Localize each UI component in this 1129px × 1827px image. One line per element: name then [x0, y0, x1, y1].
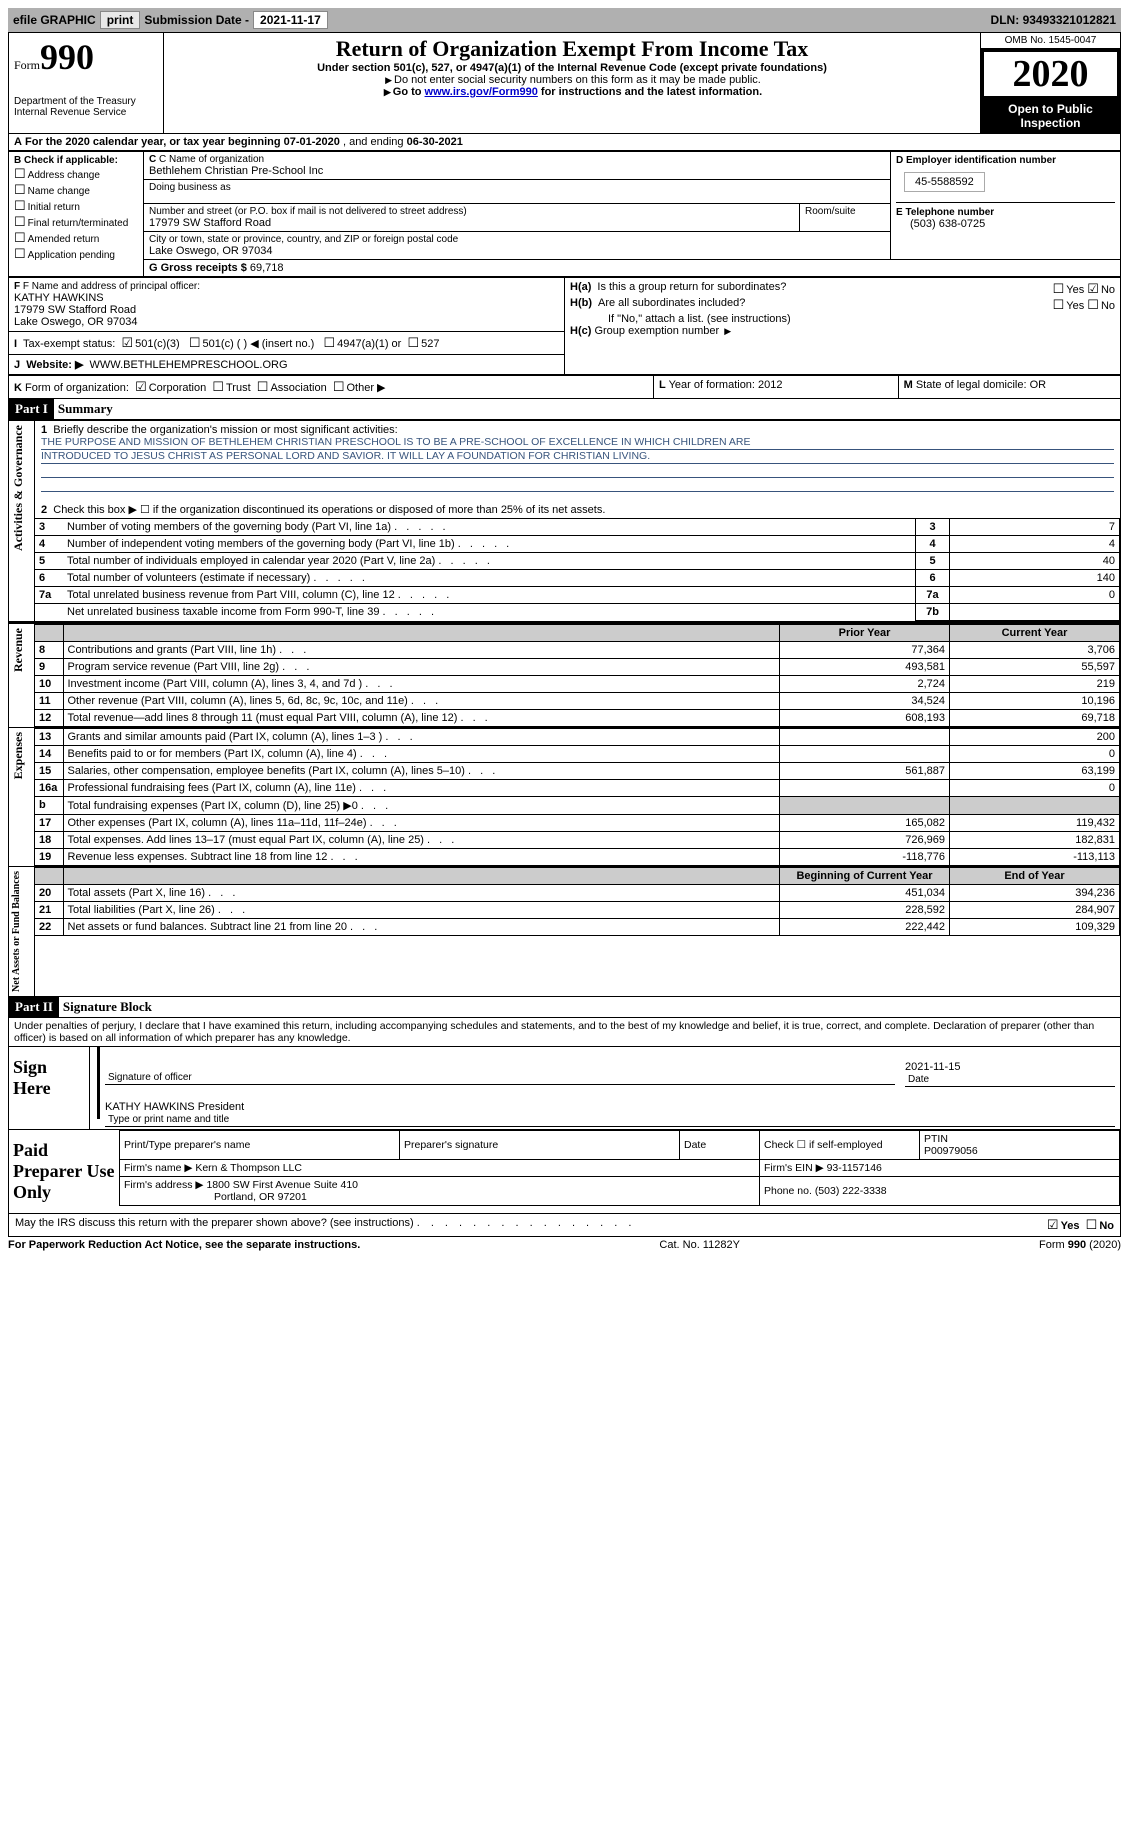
i-501c-checkbox[interactable] — [189, 338, 203, 350]
gov-row-7b: Net unrelated business taxable income fr… — [35, 604, 1120, 621]
exp-row-15: 15Salaries, other compensation, employee… — [35, 763, 1120, 780]
ptin-value: P00979056 — [924, 1145, 978, 1157]
gov-row-4: 4Number of independent voting members of… — [35, 536, 1120, 553]
hb-yes-checkbox[interactable] — [1053, 300, 1067, 312]
page-footer: For Paperwork Reduction Act Notice, see … — [8, 1239, 1121, 1251]
k-other-checkbox[interactable] — [333, 382, 347, 394]
firm-phone: (503) 222-3338 — [815, 1185, 887, 1197]
form-word: Form — [14, 58, 40, 72]
i-527-checkbox[interactable] — [407, 338, 421, 350]
discuss-line: May the IRS discuss this return with the… — [8, 1214, 1121, 1237]
exp-row-18: 18Total expenses. Add lines 13–17 (must … — [35, 832, 1120, 849]
dln-label: DLN: 93493321012821 — [991, 13, 1116, 27]
klm-block: K Form of organization: Corporation Trus… — [8, 375, 1121, 399]
ein-value: 45-5588592 — [904, 172, 985, 192]
officer-name: KATHY HAWKINS — [14, 292, 559, 304]
print-button[interactable]: print — [100, 11, 141, 29]
penalty-statement: Under penalties of perjury, I declare th… — [8, 1018, 1121, 1047]
firm-name: Kern & Thompson LLC — [195, 1162, 302, 1174]
line-a: A For the 2020 calendar year, or tax yea… — [8, 134, 1121, 151]
net-row-21: 21Total liabilities (Part X, line 26) . … — [35, 902, 1120, 919]
boxb-item-0[interactable]: Address change — [14, 166, 138, 182]
exp-row-b: bTotal fundraising expenses (Part IX, co… — [35, 797, 1120, 815]
dept-line2: Internal Revenue Service — [14, 107, 158, 118]
discuss-no-checkbox[interactable] — [1086, 1220, 1100, 1232]
dept-line1: Department of the Treasury — [14, 96, 158, 107]
exp-row-16a: 16aProfessional fundraising fees (Part I… — [35, 780, 1120, 797]
boxb-item-5[interactable]: Application pending — [14, 246, 138, 262]
boxb-item-1[interactable]: Name change — [14, 182, 138, 198]
exp-row-19: 19Revenue less expenses. Subtract line 1… — [35, 849, 1120, 866]
efile-label: efile GRAPHIC — [13, 13, 96, 27]
exp-row-13: 13Grants and similar amounts paid (Part … — [35, 729, 1120, 746]
mission-text-2: INTRODUCED TO JESUS CHRIST AS PERSONAL L… — [41, 450, 1114, 464]
rev-row-8: 8Contributions and grants (Part VIII, li… — [35, 642, 1120, 659]
ha-no-checkbox[interactable] — [1087, 284, 1101, 296]
mission-text-1: THE PURPOSE AND MISSION OF BETHLEHEM CHR… — [41, 436, 1114, 450]
boxb-item-2[interactable]: Initial return — [14, 198, 138, 214]
sign-here-block: Sign Here Signature of officer 2021-11-1… — [8, 1047, 1121, 1130]
discuss-yes-checkbox[interactable] — [1047, 1220, 1061, 1232]
boxb-item-4[interactable]: Amended return — [14, 230, 138, 246]
firm-addr1: 1800 SW First Avenue Suite 410 — [206, 1179, 358, 1191]
form-number: 990 — [40, 37, 94, 77]
org-city: Lake Oswego, OR 97034 — [149, 245, 885, 257]
officer-group-block: F F Name and address of principal office… — [8, 277, 1121, 375]
k-assoc-checkbox[interactable] — [257, 382, 271, 394]
omb-label: OMB No. 1545-0047 — [981, 33, 1120, 49]
k-corp-checkbox[interactable] — [135, 382, 149, 394]
rev-row-10: 10Investment income (Part VIII, column (… — [35, 676, 1120, 693]
state-domicile: OR — [1030, 379, 1047, 391]
part2-header: Part IISignature Block — [8, 997, 1121, 1018]
officer-city: Lake Oswego, OR 97034 — [14, 316, 559, 328]
exp-row-17: 17Other expenses (Part IX, column (A), l… — [35, 815, 1120, 832]
net-row-22: 22Net assets or fund balances. Subtract … — [35, 919, 1120, 936]
i-4947-checkbox[interactable] — [323, 338, 337, 350]
identity-block: B Check if applicable: Address changeNam… — [8, 151, 1121, 277]
ha-yes-checkbox[interactable] — [1053, 284, 1067, 296]
part1-body: Activities & Governance 1 Briefly descri… — [8, 420, 1121, 997]
form-title: Return of Organization Exempt From Incom… — [169, 36, 975, 62]
firm-ein: 93-1157146 — [827, 1162, 882, 1174]
net-row-20: 20Total assets (Part X, line 16) . . .45… — [35, 885, 1120, 902]
form-header: Form990 Department of the Treasury Inter… — [8, 32, 1121, 134]
sign-date: 2021-11-15 — [905, 1061, 1115, 1073]
k-trust-checkbox[interactable] — [212, 382, 226, 394]
i-501c3-checkbox[interactable] — [121, 338, 135, 350]
vert-net-assets: Net Assets or Fund Balances — [9, 867, 24, 996]
rev-row-11: 11Other revenue (Part VIII, column (A), … — [35, 693, 1120, 710]
top-toolbar: efile GRAPHIC print Submission Date - 20… — [8, 8, 1121, 32]
gov-row-5: 5Total number of individuals employed in… — [35, 553, 1120, 570]
form-subtitle: Under section 501(c), 527, or 4947(a)(1)… — [317, 62, 827, 74]
open-public-box: Open to PublicInspection — [981, 99, 1120, 133]
officer-typed: KATHY HAWKINS President — [105, 1101, 1115, 1113]
gov-row-3: 3Number of voting members of the governi… — [35, 519, 1120, 536]
gov-row-6: 6Total number of volunteers (estimate if… — [35, 570, 1120, 587]
rev-row-9: 9Program service revenue (Part VIII, lin… — [35, 659, 1120, 676]
vert-governance: Activities & Governance — [9, 421, 28, 555]
paid-preparer-block: Paid Preparer Use Only Print/Type prepar… — [8, 1130, 1121, 1214]
year-formation: 2012 — [758, 379, 782, 391]
website-value: WWW.BETHLEHEMPRESCHOOL.ORG — [90, 359, 288, 371]
org-street: 17979 SW Stafford Road — [149, 217, 794, 229]
officer-street: 17979 SW Stafford Road — [14, 304, 559, 316]
phone-value: (503) 638-0725 — [910, 218, 1115, 230]
vert-expenses: Expenses — [9, 728, 28, 783]
note-ssn: Do not enter social security numbers on … — [394, 74, 761, 86]
subdate-value: 2021-11-17 — [253, 11, 328, 29]
subdate-label: Submission Date - — [144, 13, 249, 27]
part1-header: Part ISummary — [8, 399, 1121, 420]
boxb-item-3[interactable]: Final return/terminated — [14, 214, 138, 230]
org-name: Bethlehem Christian Pre-School Inc — [149, 165, 885, 177]
gross-receipts: 69,718 — [250, 262, 284, 274]
vert-revenue: Revenue — [9, 624, 28, 676]
firm-addr2: Portland, OR 97201 — [214, 1191, 307, 1203]
rev-row-12: 12Total revenue—add lines 8 through 11 (… — [35, 710, 1120, 727]
tax-year: 2020 — [981, 49, 1120, 99]
exp-row-14: 14Benefits paid to or for members (Part … — [35, 746, 1120, 763]
box-b-header: B Check if applicable: — [14, 155, 118, 166]
hb-no-checkbox[interactable] — [1087, 300, 1101, 312]
gov-row-7a: 7aTotal unrelated business revenue from … — [35, 587, 1120, 604]
instructions-link[interactable]: www.irs.gov/Form990 — [425, 86, 538, 98]
